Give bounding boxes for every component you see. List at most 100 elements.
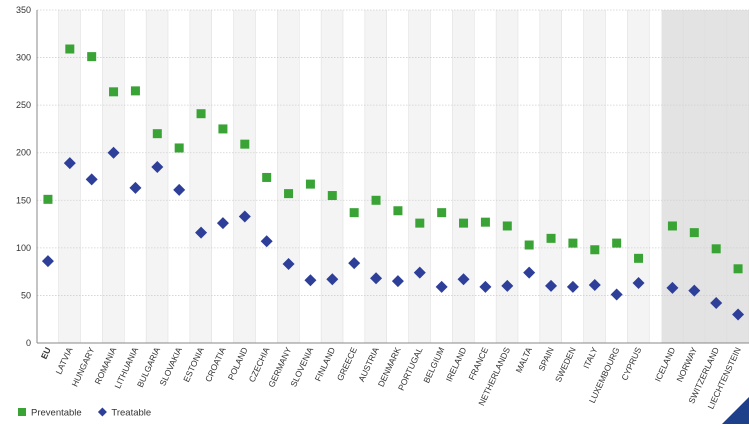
preventable-point xyxy=(415,218,425,228)
treatable-point xyxy=(107,146,120,159)
preventable-point xyxy=(305,179,315,189)
treatable-point xyxy=(260,235,273,248)
preventable-point xyxy=(43,194,53,204)
x-tick-label: FRANCE xyxy=(466,345,490,381)
treatable-point xyxy=(282,258,295,271)
column-band xyxy=(430,10,453,343)
column-band xyxy=(661,10,684,343)
y-tick-label: 250 xyxy=(16,100,31,110)
column-band xyxy=(124,10,147,343)
x-tick-label: IRELAND xyxy=(444,346,469,384)
x-tick-label: SWEDEN xyxy=(553,346,578,384)
preventable-point xyxy=(393,206,403,216)
y-tick-label: 200 xyxy=(16,148,31,158)
preventable-point xyxy=(689,228,699,238)
column-band xyxy=(233,10,256,343)
x-tick-label: ITALY xyxy=(581,345,600,370)
treatable-point xyxy=(326,273,339,286)
preventable-point xyxy=(612,238,622,248)
preventable-point xyxy=(524,240,534,250)
preventable-point xyxy=(371,195,381,205)
x-tick-label: ESTONIA xyxy=(181,345,206,383)
preventable-point xyxy=(711,244,721,254)
treatable-point xyxy=(588,278,601,291)
treatable-point xyxy=(566,280,579,293)
column-band xyxy=(277,10,300,343)
preventable-point xyxy=(349,208,359,218)
legend-swatch-treatable xyxy=(97,407,107,417)
treatable-point xyxy=(545,279,558,292)
treatable-point xyxy=(41,255,54,268)
preventable-point xyxy=(590,245,600,255)
column-band xyxy=(168,10,191,343)
x-tick-label: FINLAND xyxy=(313,346,337,383)
preventable-point xyxy=(568,238,578,248)
treatable-point xyxy=(435,280,448,293)
treatable-point xyxy=(732,308,745,321)
data-points xyxy=(41,44,745,321)
column-band xyxy=(540,10,562,343)
legend-label: Treatable xyxy=(111,408,151,419)
preventable-point xyxy=(152,129,162,139)
column-band xyxy=(408,10,431,343)
x-tick-label: CZECHIA xyxy=(247,345,272,383)
column-band xyxy=(211,10,234,343)
treatable-point xyxy=(216,217,229,230)
preventable-point xyxy=(130,86,140,96)
treatable-point xyxy=(238,210,251,223)
preventable-point xyxy=(218,124,228,134)
legend-swatch-preventable xyxy=(18,408,26,416)
column-band xyxy=(386,10,409,343)
y-tick-label: 150 xyxy=(16,195,31,205)
treatable-point xyxy=(501,279,514,292)
column-band xyxy=(343,10,366,343)
column-band xyxy=(299,10,322,343)
column-band xyxy=(627,10,650,343)
x-tick-label: AUSTRIA xyxy=(356,345,381,383)
treatable-point xyxy=(348,257,361,270)
treatable-point xyxy=(523,266,536,279)
y-tick-label: 50 xyxy=(21,290,31,300)
treatable-point xyxy=(688,284,701,297)
column-band xyxy=(146,10,169,343)
preventable-point xyxy=(437,208,447,218)
column-band xyxy=(452,10,475,343)
group-gap xyxy=(649,10,662,343)
y-tick-label: 100 xyxy=(16,243,31,253)
treatable-point xyxy=(173,183,186,196)
y-tick-label: 0 xyxy=(26,338,31,348)
treatable-point xyxy=(710,297,723,310)
axes: 0 50 100 150 200 250 300 350 xyxy=(16,5,749,348)
treatable-point xyxy=(479,280,492,293)
preventable-point xyxy=(262,172,272,182)
x-tick-label: SLOVAKIA xyxy=(157,345,184,387)
x-tick-label: ICELAND xyxy=(653,346,678,384)
preventable-point xyxy=(634,253,644,263)
preventable-point xyxy=(327,191,337,201)
x-tick-label: SPAIN xyxy=(536,346,556,373)
column-band xyxy=(496,10,519,343)
column-band xyxy=(727,10,749,343)
column-band xyxy=(321,10,344,343)
x-tick-label: MALTA xyxy=(513,345,534,374)
column-band xyxy=(561,10,584,343)
treatable-point xyxy=(413,266,426,279)
treatable-point xyxy=(370,272,383,285)
chart-background xyxy=(37,10,749,343)
treatable-point xyxy=(129,181,142,194)
column-band xyxy=(605,10,628,343)
x-tick-label: LATVIA xyxy=(53,345,74,375)
preventable-point xyxy=(196,109,206,119)
preventable-point xyxy=(502,221,512,231)
treatable-point xyxy=(195,226,208,239)
column-band xyxy=(705,10,728,343)
column-band xyxy=(37,10,59,343)
preventable-point xyxy=(65,44,75,54)
category-labels: EU LATVIAHUNGARYROMANIALITHUANIABULGARIAS… xyxy=(39,345,743,410)
x-tick-label: CROATIA xyxy=(203,345,228,383)
column-band xyxy=(683,10,706,343)
x-tick-label: BELGIUM xyxy=(421,346,446,385)
x-tick-label: EU xyxy=(39,346,53,361)
